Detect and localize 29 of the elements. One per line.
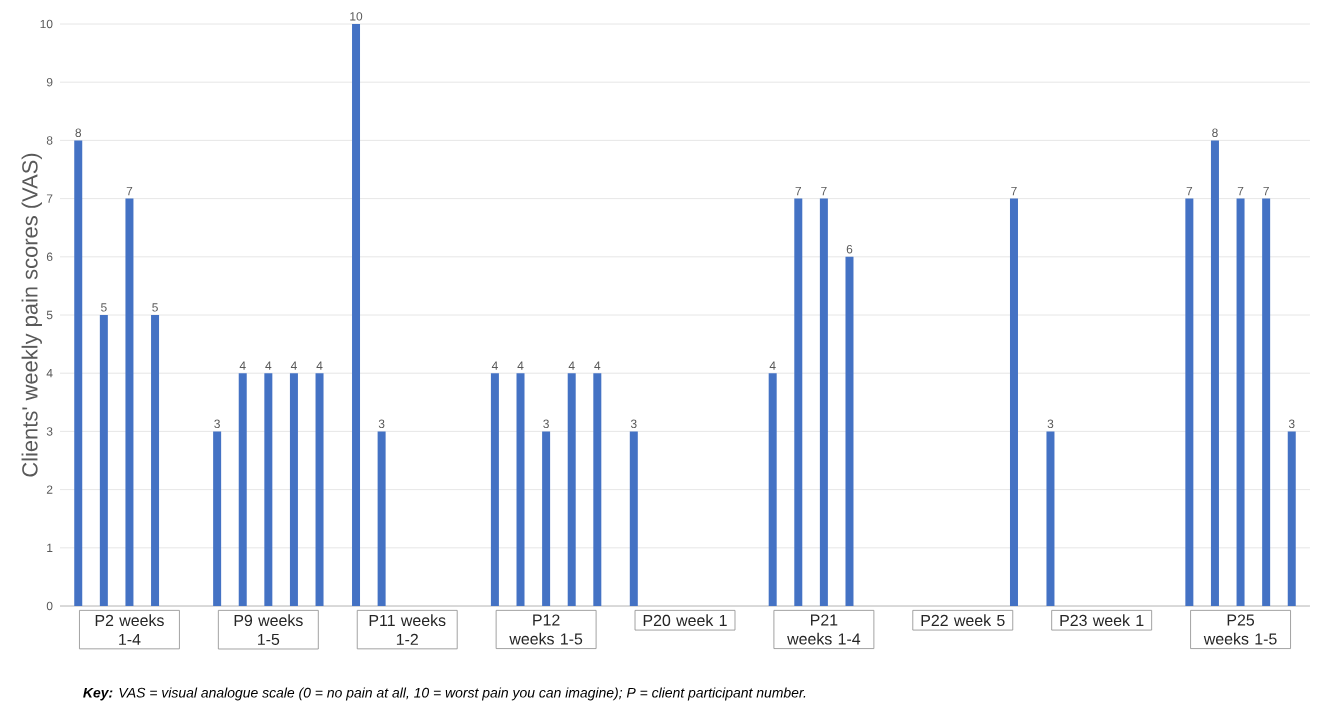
bar [74, 140, 83, 606]
bar [490, 373, 499, 606]
bar [125, 198, 134, 606]
bar [629, 431, 638, 606]
bar [1287, 431, 1296, 606]
bar [1009, 198, 1018, 606]
bar [289, 373, 298, 606]
bar [593, 373, 602, 606]
bar [1046, 431, 1055, 606]
bar [315, 373, 324, 606]
bar [1185, 198, 1194, 606]
bar [1262, 198, 1271, 606]
bar [542, 431, 551, 606]
bar [151, 315, 160, 606]
bar [99, 315, 108, 606]
bar [264, 373, 273, 606]
bar [516, 373, 525, 606]
bar [845, 256, 854, 606]
bar [238, 373, 247, 606]
bar [213, 431, 222, 606]
bar [377, 431, 386, 606]
bar [1210, 140, 1219, 606]
bar [794, 198, 803, 606]
bar [1236, 198, 1245, 606]
bar [567, 373, 576, 606]
bar [352, 24, 361, 606]
bar [819, 198, 828, 606]
bar [768, 373, 777, 606]
y-axis-title: Clients' weekly pain scores (VAS) [21, 153, 42, 477]
